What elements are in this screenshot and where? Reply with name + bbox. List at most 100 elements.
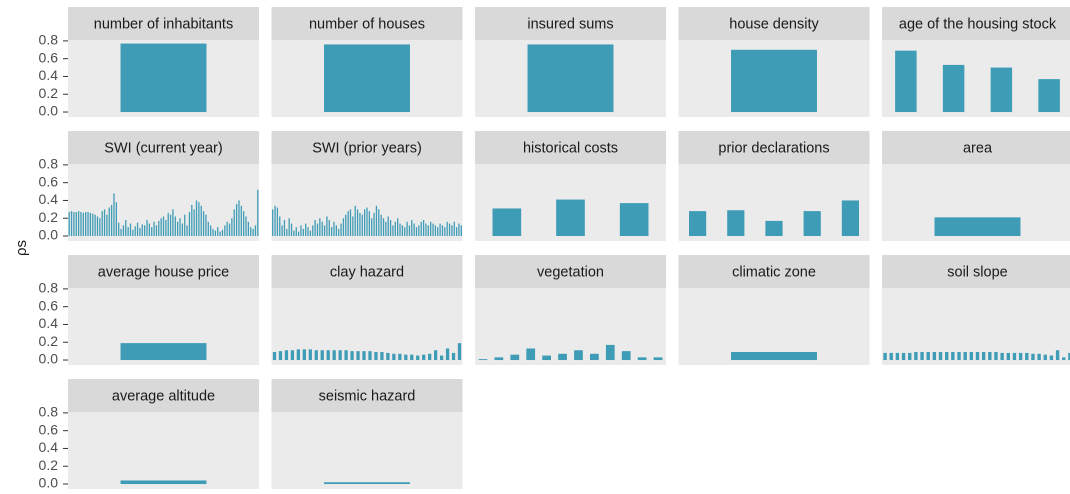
bar bbox=[312, 225, 314, 237]
y-tick-label: 0.0 bbox=[39, 103, 59, 119]
strip-background bbox=[271, 255, 463, 288]
bar bbox=[944, 352, 949, 361]
bar bbox=[272, 209, 274, 237]
bar bbox=[302, 349, 306, 361]
bar bbox=[238, 200, 240, 237]
bar bbox=[428, 353, 432, 361]
bar bbox=[371, 218, 373, 237]
bar bbox=[347, 211, 349, 237]
bar bbox=[895, 352, 900, 361]
bar bbox=[110, 204, 113, 237]
bar bbox=[92, 213, 94, 237]
bar bbox=[139, 228, 141, 237]
y-tick-label: 0.8 bbox=[39, 404, 59, 420]
bar bbox=[389, 220, 392, 237]
bar bbox=[453, 221, 455, 237]
y-tick-label: 0.8 bbox=[39, 280, 59, 296]
bar bbox=[143, 225, 146, 237]
bar bbox=[344, 350, 348, 361]
bar bbox=[89, 212, 92, 237]
bar bbox=[458, 223, 460, 237]
bar bbox=[80, 212, 82, 237]
bar bbox=[653, 357, 663, 361]
bar bbox=[324, 482, 410, 485]
bar bbox=[191, 204, 193, 237]
bar bbox=[134, 226, 136, 237]
bar bbox=[129, 223, 132, 237]
bar bbox=[202, 211, 205, 237]
bar bbox=[148, 223, 151, 237]
bar bbox=[290, 350, 295, 361]
bar bbox=[314, 220, 316, 237]
bar bbox=[527, 44, 614, 113]
bar bbox=[963, 352, 967, 361]
panel-background bbox=[271, 412, 463, 489]
bar bbox=[1055, 350, 1060, 361]
bar bbox=[889, 352, 893, 361]
bar bbox=[205, 214, 207, 237]
bar bbox=[96, 216, 99, 237]
bar bbox=[510, 354, 520, 361]
bar bbox=[366, 207, 368, 237]
y-tick-label: 0.2 bbox=[39, 457, 59, 473]
panel-background bbox=[68, 412, 259, 489]
strip-label: historical costs bbox=[523, 140, 618, 156]
bar bbox=[731, 352, 817, 361]
bar bbox=[120, 228, 122, 237]
y-tick-label: 0.6 bbox=[39, 173, 59, 189]
bar bbox=[120, 343, 207, 361]
bar bbox=[338, 350, 342, 361]
strip-background bbox=[68, 255, 259, 288]
bar bbox=[354, 205, 356, 237]
bar bbox=[288, 218, 290, 237]
bar bbox=[77, 211, 80, 237]
strip-background bbox=[68, 7, 259, 40]
bar bbox=[413, 223, 415, 237]
bar bbox=[425, 223, 427, 237]
bar bbox=[387, 216, 389, 237]
bar bbox=[75, 212, 77, 237]
bar bbox=[1031, 353, 1035, 361]
strip-label: soil slope bbox=[947, 264, 1007, 280]
bar bbox=[408, 225, 411, 237]
strip-background bbox=[882, 131, 1070, 164]
bar bbox=[883, 352, 887, 361]
bar bbox=[765, 220, 783, 237]
strip-label: average altitude bbox=[112, 388, 215, 404]
bar bbox=[445, 348, 450, 361]
bar bbox=[122, 225, 125, 237]
bar bbox=[99, 218, 101, 237]
y-tick-label: 0.2 bbox=[39, 209, 59, 225]
bar bbox=[106, 214, 108, 237]
y-tick-label: 0.0 bbox=[39, 475, 59, 491]
strip-background bbox=[678, 7, 870, 40]
bar bbox=[200, 205, 202, 237]
bar bbox=[969, 352, 974, 361]
bar bbox=[1038, 79, 1060, 113]
bar bbox=[418, 225, 420, 237]
bar bbox=[217, 227, 219, 237]
bar bbox=[257, 189, 259, 237]
bar bbox=[926, 352, 930, 361]
bar bbox=[184, 214, 186, 237]
bar bbox=[457, 343, 462, 361]
strip-background bbox=[882, 255, 1070, 288]
bar bbox=[210, 225, 212, 237]
panel-background bbox=[271, 288, 463, 365]
strip-label: prior declarations bbox=[718, 140, 829, 156]
bar bbox=[113, 193, 115, 237]
bar bbox=[951, 352, 955, 361]
bar bbox=[302, 228, 304, 237]
bar bbox=[345, 214, 347, 237]
bar bbox=[250, 227, 252, 237]
bar bbox=[350, 351, 354, 361]
bar bbox=[433, 350, 438, 361]
y-tick-label: 0.4 bbox=[39, 191, 59, 207]
strip-label: house density bbox=[729, 16, 819, 32]
panel-background bbox=[475, 288, 666, 365]
bar bbox=[380, 214, 382, 237]
bar bbox=[416, 355, 420, 361]
bar bbox=[108, 207, 110, 237]
strip-background bbox=[882, 7, 1070, 40]
bar bbox=[398, 353, 402, 361]
